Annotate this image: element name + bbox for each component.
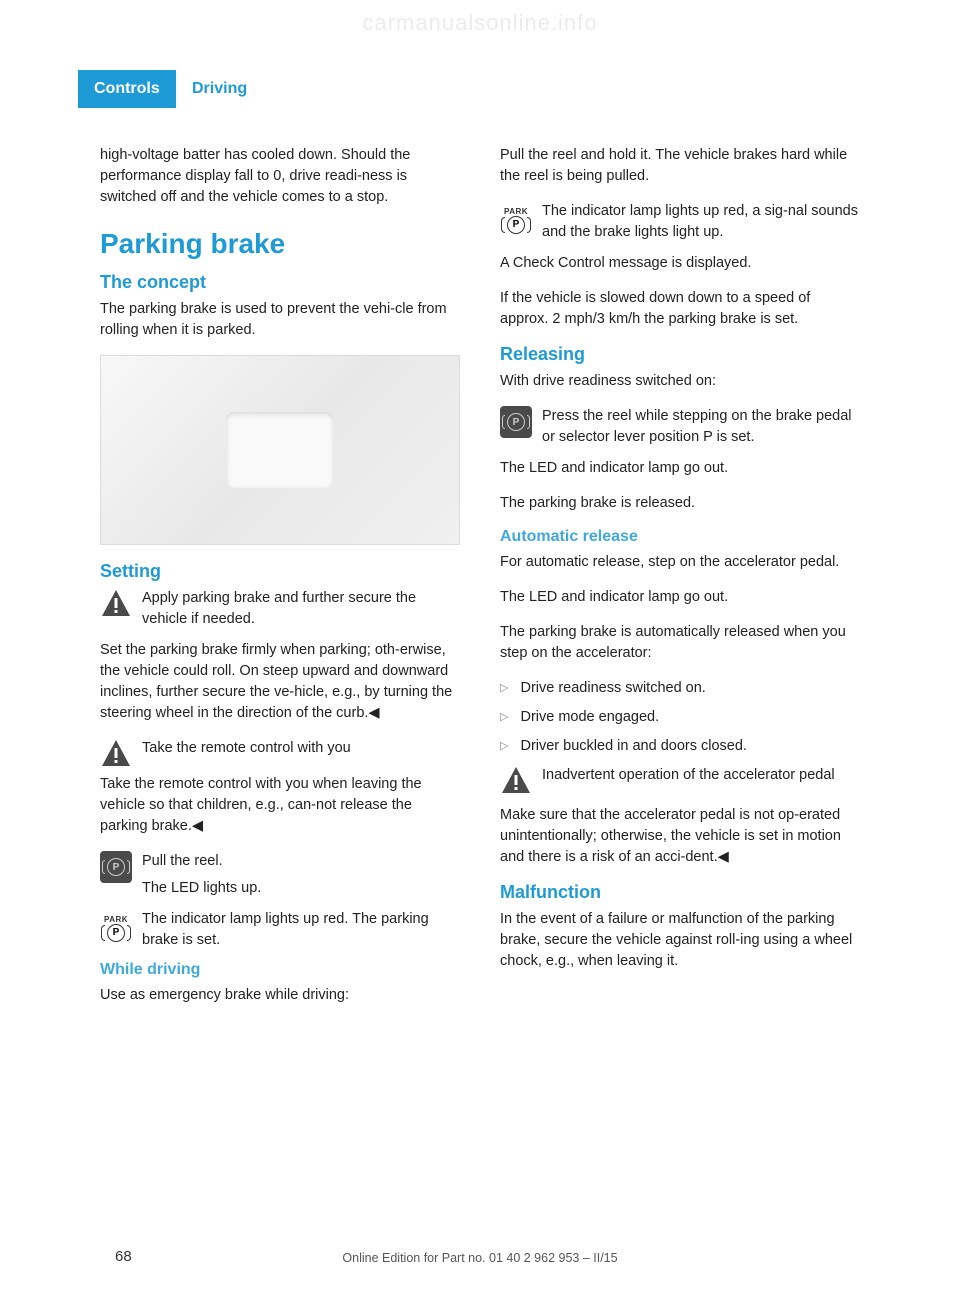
warning-icon	[100, 738, 132, 770]
inadvertent-warning-row: Inadvertent operation of the accelerator…	[500, 765, 860, 797]
heading-malfunction: Malfunction	[500, 882, 860, 903]
list-marker-icon: ▷	[500, 710, 508, 726]
heading-parking-brake: Parking brake	[100, 228, 460, 260]
slowed-paragraph: If the vehicle is slowed down down to a …	[500, 288, 860, 330]
indicator-signal-text: The indicator lamp lights up red, a sig‐…	[542, 201, 860, 243]
park-indicator-icon: PARK P	[500, 201, 532, 239]
indicator-red-text: The indicator lamp lights up red. The pa…	[142, 909, 460, 951]
pull-reel-line2: The LED lights up.	[142, 878, 460, 899]
press-reel-row: P Press the reel while stepping on the b…	[500, 406, 860, 448]
list-marker-icon: ▷	[500, 739, 508, 755]
heading-releasing: Releasing	[500, 344, 860, 365]
concept-paragraph: The parking brake is used to prevent the…	[100, 299, 460, 341]
p-button-icon: P	[100, 851, 132, 883]
auto-p2: The LED and indicator lamp go out.	[500, 587, 860, 608]
indicator-signal-row: PARK P The indicator lamp lights up red,…	[500, 201, 860, 243]
auto-p3: The parking brake is automatically relea…	[500, 622, 860, 664]
header-sub-driving: Driving	[192, 80, 247, 98]
warning-icon	[100, 588, 132, 620]
releasing-p1: With drive readiness switched on:	[500, 371, 860, 392]
remote-warning-row: Take the remote control with you	[100, 738, 460, 770]
list-marker-icon: ▷	[500, 681, 508, 697]
pull-hold-paragraph: Pull the reel and hold it. The vehicle b…	[500, 145, 860, 187]
manual-page: carmanualsonline.info Controls Driving h…	[0, 0, 960, 1315]
p-button-icon: P	[500, 406, 532, 438]
malfunction-paragraph: In the event of a failure or malfunction…	[500, 909, 860, 972]
warning-row: Apply parking brake and further secure t…	[100, 588, 460, 630]
list-item: ▷ Drive mode engaged.	[500, 707, 860, 728]
setting-paragraph: Set the parking brake firmly when parkin…	[100, 640, 460, 724]
footer-edition: Online Edition for Part no. 01 40 2 962 …	[0, 1251, 960, 1265]
warning-icon	[500, 765, 532, 797]
remote-paragraph: Take the remote control with you when le…	[100, 774, 460, 837]
pull-reel-text: Pull the reel. The LED lights up.	[142, 851, 460, 899]
content-columns: high-voltage batter has cooled down. Sho…	[100, 145, 860, 1020]
right-column: Pull the reel and hold it. The vehicle b…	[500, 145, 860, 1020]
inadvertent-paragraph: Make sure that the accelerator pedal is …	[500, 805, 860, 868]
warning-text: Apply parking brake and further secure t…	[142, 588, 460, 630]
list-item: ▷ Drive readiness switched on.	[500, 678, 860, 699]
pull-reel-line1: Pull the reel.	[142, 851, 460, 872]
heading-while-driving: While driving	[100, 961, 460, 979]
press-reel-text: Press the reel while stepping on the bra…	[542, 406, 860, 448]
list-text: Drive readiness switched on.	[520, 678, 705, 699]
header-tab-controls: Controls	[78, 70, 176, 108]
intro-paragraph: high-voltage batter has cooled down. Sho…	[100, 145, 460, 208]
list-text: Drive mode engaged.	[520, 707, 659, 728]
remote-title: Take the remote control with you	[142, 738, 460, 759]
auto-p1: For automatic release, step on the accel…	[500, 552, 860, 573]
led-out-paragraph: The LED and indicator lamp go out.	[500, 458, 860, 479]
parking-brake-figure	[100, 355, 460, 545]
indicator-red-row: PARK P The indicator lamp lights up red.…	[100, 909, 460, 951]
pull-reel-row: P Pull the reel. The LED lights up.	[100, 851, 460, 899]
inadvertent-title: Inadvertent operation of the accelerator…	[542, 765, 860, 786]
list-item: ▷ Driver buckled in and doors closed.	[500, 736, 860, 757]
check-control-paragraph: A Check Control message is displayed.	[500, 253, 860, 274]
released-paragraph: The parking brake is released.	[500, 493, 860, 514]
left-column: high-voltage batter has cooled down. Sho…	[100, 145, 460, 1020]
while-driving-paragraph: Use as emergency brake while driving:	[100, 985, 460, 1006]
list-text: Driver buckled in and doors closed.	[520, 736, 746, 757]
heading-automatic-release: Automatic release	[500, 528, 860, 546]
heading-concept: The concept	[100, 272, 460, 293]
watermark: carmanualsonline.info	[0, 10, 960, 36]
park-indicator-icon: PARK P	[100, 909, 132, 947]
heading-setting: Setting	[100, 561, 460, 582]
